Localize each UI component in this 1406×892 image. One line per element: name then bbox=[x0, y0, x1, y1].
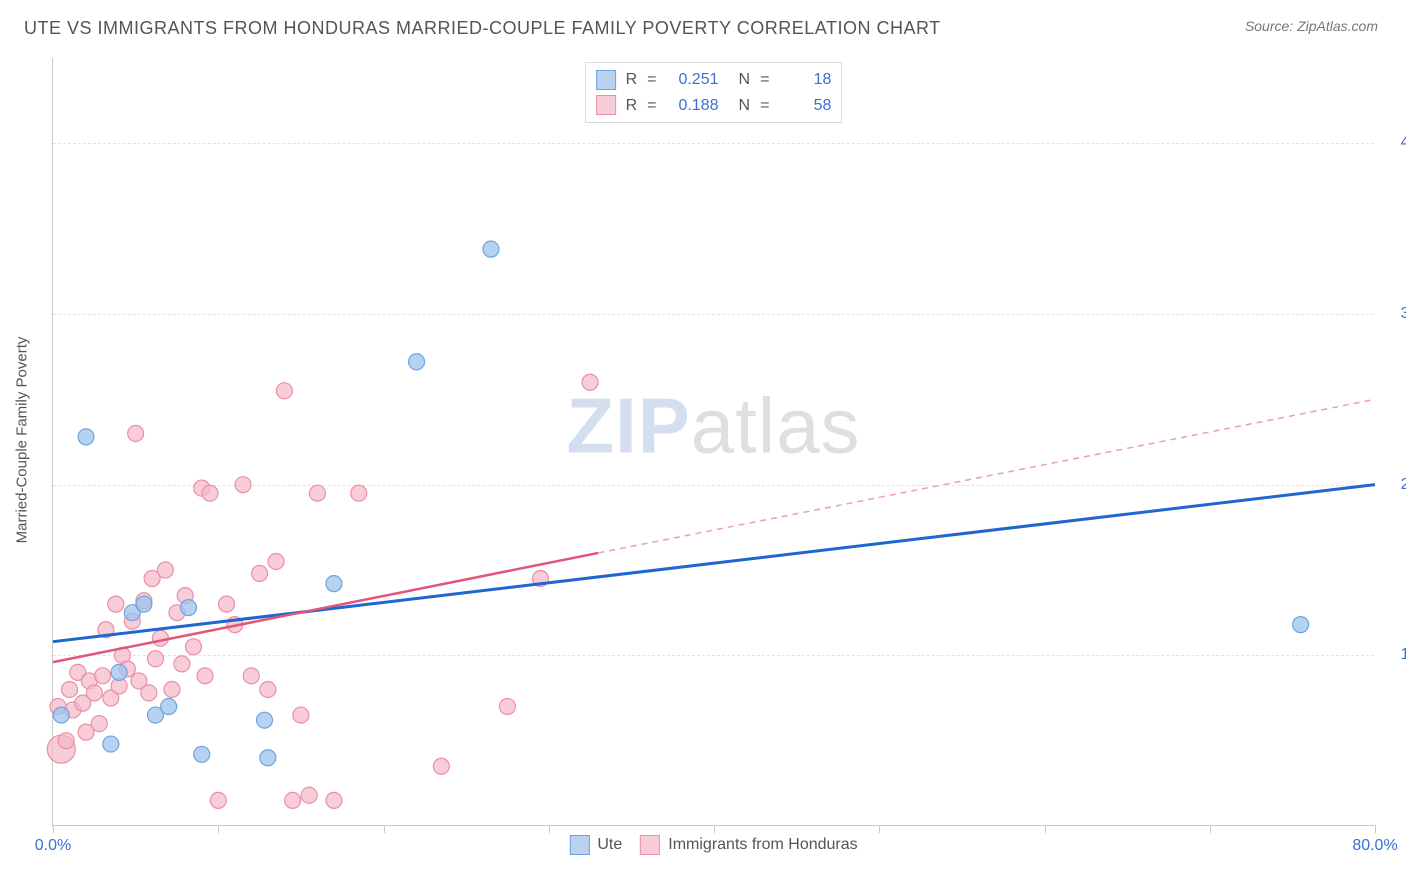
source-label: Source: ZipAtlas.com bbox=[1245, 18, 1378, 34]
chart-title: UTE VS IMMIGRANTS FROM HONDURAS MARRIED-… bbox=[24, 18, 941, 39]
data-point bbox=[276, 383, 292, 399]
data-point bbox=[136, 596, 152, 612]
data-point bbox=[147, 651, 163, 667]
data-point bbox=[111, 664, 127, 680]
data-point bbox=[202, 485, 218, 501]
r-letter: R bbox=[626, 67, 638, 93]
data-point bbox=[174, 656, 190, 672]
stats-row-honduras: R = 0.188 N = 58 bbox=[596, 93, 832, 119]
n-letter: N bbox=[739, 93, 751, 119]
data-point bbox=[164, 681, 180, 697]
data-point bbox=[301, 787, 317, 803]
data-point bbox=[409, 354, 425, 370]
data-point bbox=[293, 707, 309, 723]
swatch-ute bbox=[596, 70, 616, 90]
r-letter: R bbox=[626, 93, 638, 119]
data-point bbox=[103, 736, 119, 752]
chart-plot-area: ZIPatlas R = 0.251 N = 18 R = 0.188 N = … bbox=[52, 58, 1374, 826]
data-point bbox=[351, 485, 367, 501]
data-point bbox=[309, 485, 325, 501]
xtick bbox=[714, 825, 715, 833]
stats-row-ute: R = 0.251 N = 18 bbox=[596, 67, 832, 93]
eq: = bbox=[647, 93, 656, 119]
data-point bbox=[78, 429, 94, 445]
data-point bbox=[268, 553, 284, 569]
data-point bbox=[260, 681, 276, 697]
data-point bbox=[483, 241, 499, 257]
xtick bbox=[1375, 825, 1376, 833]
series-legend: Ute Immigrants from Honduras bbox=[569, 835, 857, 855]
xtick bbox=[384, 825, 385, 833]
y-axis-label: Married-Couple Family Poverty bbox=[14, 337, 31, 544]
data-point bbox=[197, 668, 213, 684]
xtick bbox=[549, 825, 550, 833]
n-letter: N bbox=[739, 67, 751, 93]
legend-item-ute: Ute bbox=[569, 835, 622, 855]
data-point bbox=[108, 596, 124, 612]
ytick-label: 40.0% bbox=[1386, 134, 1406, 152]
legend-item-honduras: Immigrants from Honduras bbox=[640, 835, 857, 855]
legend-label-ute: Ute bbox=[597, 836, 622, 854]
data-point bbox=[62, 681, 78, 697]
data-point bbox=[235, 477, 251, 493]
data-point bbox=[91, 716, 107, 732]
scatter-svg bbox=[53, 58, 1374, 825]
swatch-honduras bbox=[596, 95, 616, 115]
data-point bbox=[243, 668, 259, 684]
data-point bbox=[53, 707, 69, 723]
data-point bbox=[210, 792, 226, 808]
xtick bbox=[1045, 825, 1046, 833]
data-point bbox=[185, 639, 201, 655]
eq: = bbox=[760, 67, 769, 93]
data-point bbox=[128, 425, 144, 441]
data-point bbox=[194, 746, 210, 762]
xtick bbox=[218, 825, 219, 833]
data-point bbox=[161, 699, 177, 715]
data-point bbox=[326, 792, 342, 808]
data-point bbox=[157, 562, 173, 578]
data-point bbox=[326, 576, 342, 592]
data-point bbox=[252, 565, 268, 581]
ytick-label: 10.0% bbox=[1386, 646, 1406, 664]
eq: = bbox=[647, 67, 656, 93]
data-point bbox=[260, 750, 276, 766]
data-point bbox=[285, 792, 301, 808]
n-value-honduras: 58 bbox=[779, 93, 831, 119]
data-point bbox=[582, 374, 598, 390]
trend-line bbox=[53, 485, 1375, 642]
data-point bbox=[86, 685, 102, 701]
data-point bbox=[257, 712, 273, 728]
xtick-label: 80.0% bbox=[1352, 837, 1397, 855]
data-point bbox=[433, 758, 449, 774]
r-value-honduras: 0.188 bbox=[667, 93, 719, 119]
r-value-ute: 0.251 bbox=[667, 67, 719, 93]
swatch-honduras bbox=[640, 835, 660, 855]
xtick-label: 0.0% bbox=[35, 837, 71, 855]
data-point bbox=[219, 596, 235, 612]
eq: = bbox=[760, 93, 769, 119]
data-point bbox=[499, 699, 515, 715]
data-point bbox=[58, 733, 74, 749]
xtick bbox=[1210, 825, 1211, 833]
data-point bbox=[95, 668, 111, 684]
data-point bbox=[1293, 617, 1309, 633]
stats-legend: R = 0.251 N = 18 R = 0.188 N = 58 bbox=[585, 62, 843, 123]
data-point bbox=[181, 600, 197, 616]
swatch-ute bbox=[569, 835, 589, 855]
ytick-label: 30.0% bbox=[1386, 305, 1406, 323]
n-value-ute: 18 bbox=[779, 67, 831, 93]
ytick-label: 20.0% bbox=[1386, 476, 1406, 494]
xtick bbox=[53, 825, 54, 833]
data-point bbox=[141, 685, 157, 701]
legend-label-honduras: Immigrants from Honduras bbox=[668, 836, 857, 854]
xtick bbox=[879, 825, 880, 833]
